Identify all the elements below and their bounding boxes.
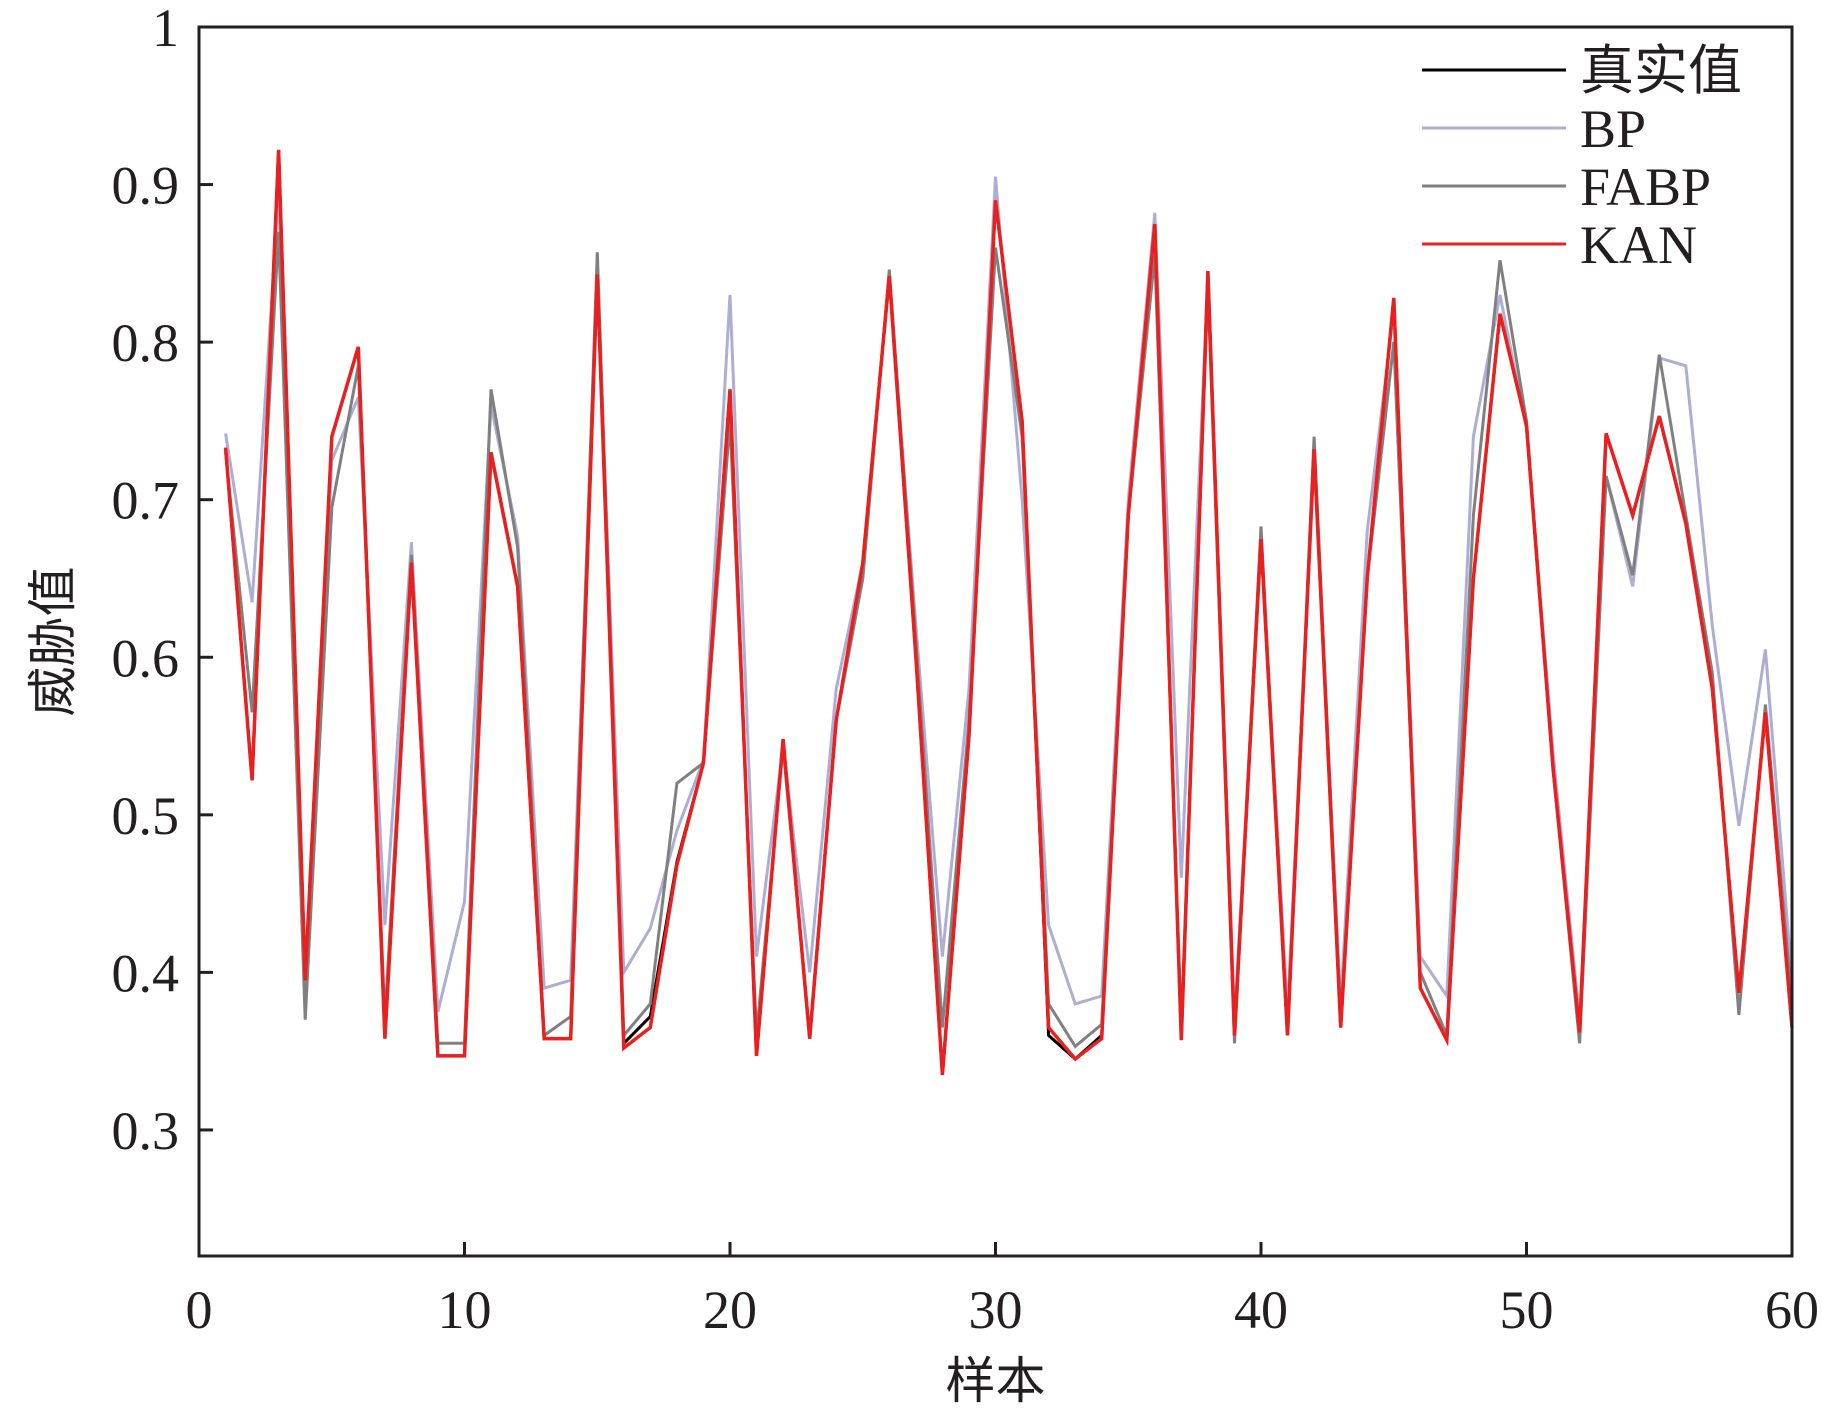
x-tick-label: 30 bbox=[969, 1280, 1023, 1340]
x-axis-label: 样本 bbox=[946, 1352, 1046, 1410]
series-line-4 bbox=[223, 149, 1794, 1075]
legend-label: BP bbox=[1580, 99, 1646, 159]
legend-label: FABP bbox=[1580, 157, 1711, 217]
y-tick-label: 0.5 bbox=[112, 786, 180, 846]
legend-label: KAN bbox=[1580, 215, 1697, 275]
y-tick-label: 0.4 bbox=[112, 943, 180, 1003]
x-tick-label: 0 bbox=[186, 1280, 213, 1340]
y-tick-label: 0.6 bbox=[112, 628, 180, 688]
y-tick-label: 1 bbox=[152, 0, 179, 58]
x-tick-label: 20 bbox=[703, 1280, 757, 1340]
x-tick-label: 60 bbox=[1765, 1280, 1819, 1340]
legend-label: 真实值 bbox=[1580, 41, 1742, 101]
x-tick-label: 40 bbox=[1234, 1280, 1288, 1340]
y-tick-label: 0.8 bbox=[112, 313, 180, 373]
series-line-1 bbox=[224, 149, 1794, 1075]
y-axis-label: 威胁值 bbox=[24, 567, 82, 717]
y-tick-label: 0.3 bbox=[112, 1101, 180, 1161]
x-tick-label: 10 bbox=[438, 1280, 492, 1340]
tick-layer: 0 10 20 30 40 50 60 0.3 0.4 0.5 0.6 0.7 0.8 0.9 1 bbox=[112, 0, 1820, 1340]
y-tick-label: 0.9 bbox=[112, 156, 180, 216]
x-tick-label: 50 bbox=[1500, 1280, 1554, 1340]
series-layer bbox=[223, 149, 1794, 1075]
y-tick-label: 0.7 bbox=[112, 471, 180, 531]
